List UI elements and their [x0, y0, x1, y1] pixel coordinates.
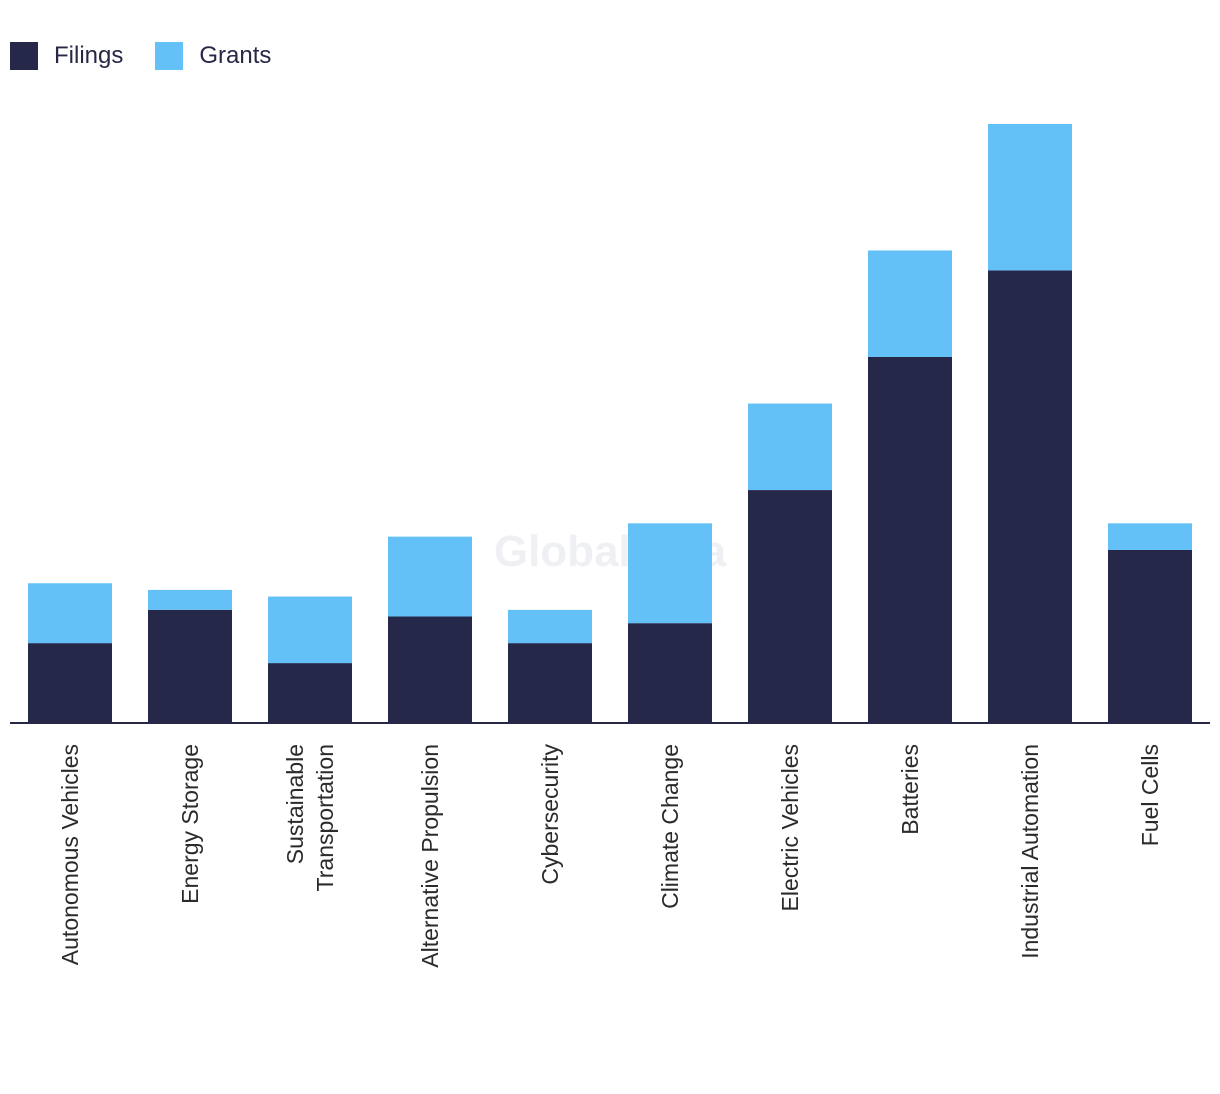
x-tick-label-7: Batteries: [897, 744, 923, 835]
bar-filings-5[interactable]: [628, 623, 712, 723]
x-tick-label-line: Energy Storage: [177, 744, 203, 904]
legend-swatch-grants: [155, 42, 184, 70]
legend-label-grants: Grants: [199, 42, 272, 69]
x-tick-label-line: Alternative Propulsion: [417, 744, 443, 968]
x-tick-label-4: Cybersecurity: [537, 744, 563, 885]
bar-grants-0[interactable]: [28, 583, 112, 644]
bar-grants-6[interactable]: [748, 403, 832, 491]
x-tick-label-1: Energy Storage: [177, 744, 203, 904]
legend-item-grants[interactable]: Grants: [155, 42, 271, 70]
x-tick-label-line: Batteries: [897, 744, 923, 835]
legend-item-filings[interactable]: Filings: [10, 42, 123, 70]
bar-filings-0[interactable]: [28, 643, 112, 723]
legend: Filings Grants: [10, 42, 303, 70]
x-tick-label-line: Fuel Cells: [1137, 744, 1163, 846]
bar-filings-3[interactable]: [388, 616, 472, 723]
x-tick-label-0: Autonomous Vehicles: [57, 744, 83, 965]
x-tick-label-6: Electric Vehicles: [777, 744, 803, 911]
x-tick-label-5: Climate Change: [657, 744, 683, 909]
bar-grants-7[interactable]: [868, 250, 952, 357]
bar-filings-1[interactable]: [148, 609, 232, 723]
bar-grants-4[interactable]: [508, 609, 592, 644]
x-tick-label-line: Cybersecurity: [537, 744, 563, 885]
bar-grants-3[interactable]: [388, 536, 472, 617]
bar-grants-2[interactable]: [268, 596, 352, 664]
bar-filings-7[interactable]: [868, 356, 952, 723]
x-tick-label-line: Transportation: [312, 744, 338, 891]
x-tick-label-9: Fuel Cells: [1137, 744, 1163, 846]
bar-filings-4[interactable]: [508, 643, 592, 723]
bar-grants-5[interactable]: [628, 523, 712, 624]
bars: [28, 124, 1192, 723]
bar-filings-2[interactable]: [268, 663, 352, 723]
x-tick-label-2: Sustainable Transportation: [282, 744, 338, 891]
bar-filings-8[interactable]: [988, 270, 1072, 723]
x-tick-label-8: Industrial Automation: [1017, 744, 1043, 959]
x-tick-labels: Autonomous Vehicles Energy Storage Sustain…: [57, 744, 1163, 968]
bar-filings-9[interactable]: [1108, 549, 1192, 723]
bar-grants-1[interactable]: [148, 589, 232, 610]
bar-filings-6[interactable]: [748, 490, 832, 723]
legend-label-filings: Filings: [54, 42, 124, 69]
x-tick-label-line: Industrial Automation: [1017, 744, 1043, 959]
legend-swatch-filings: [10, 42, 38, 70]
x-tick-label-line: Autonomous Vehicles: [57, 744, 83, 965]
x-tick-label-line: Climate Change: [657, 744, 683, 909]
bar-grants-8[interactable]: [988, 124, 1072, 271]
x-tick-label-line: Electric Vehicles: [777, 744, 803, 911]
x-tick-label-3: Alternative Propulsion: [417, 744, 443, 968]
x-tick-label-line: Sustainable: [282, 744, 308, 864]
bar-grants-9[interactable]: [1108, 523, 1192, 550]
